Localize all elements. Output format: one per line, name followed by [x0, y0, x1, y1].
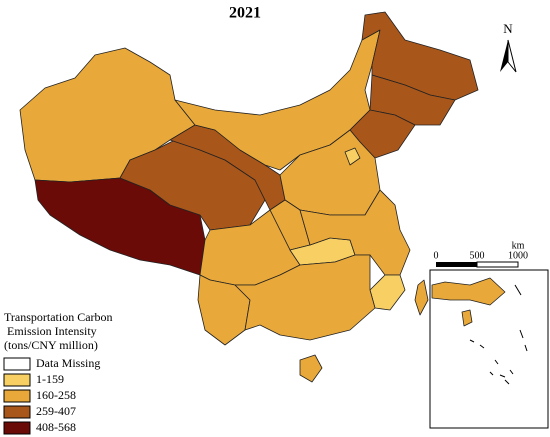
legend-label: 160-258 — [36, 388, 76, 402]
province — [299, 354, 323, 383]
province — [369, 274, 406, 311]
province — [361, 11, 479, 101]
north-arrow: N — [500, 21, 517, 73]
legend-swatch — [3, 405, 31, 419]
legend-label: 408-568 — [36, 420, 76, 434]
north-label: N — [503, 21, 513, 36]
provinces — [19, 11, 479, 383]
inset-map — [429, 269, 549, 429]
legend-title: Transportation Carbon — [4, 310, 113, 324]
scale-label: 0 — [434, 250, 439, 261]
province — [234, 254, 376, 341]
scale-label: 1000 — [508, 250, 528, 261]
province — [414, 279, 429, 316]
legend-title: (tons/CNY million) — [4, 338, 98, 352]
legend-label: 259-407 — [36, 404, 76, 418]
scale-label: 500 — [470, 250, 485, 261]
province — [344, 147, 361, 166]
legend-label: Data Missing — [36, 356, 100, 370]
legend-title: Emission Intensity — [4, 324, 97, 338]
legend-swatch — [3, 389, 31, 403]
legend: Transportation Carbon Emission Intensity… — [3, 310, 113, 435]
scale-bar: km 0 500 1000 — [434, 240, 528, 268]
legend-swatch — [3, 357, 31, 371]
map-title: 2021 — [229, 5, 261, 22]
legend-swatch — [3, 421, 31, 435]
legend-label: 1-159 — [36, 372, 64, 386]
scale-unit: km — [512, 240, 525, 251]
province — [174, 29, 381, 171]
legend-swatch — [3, 373, 31, 387]
